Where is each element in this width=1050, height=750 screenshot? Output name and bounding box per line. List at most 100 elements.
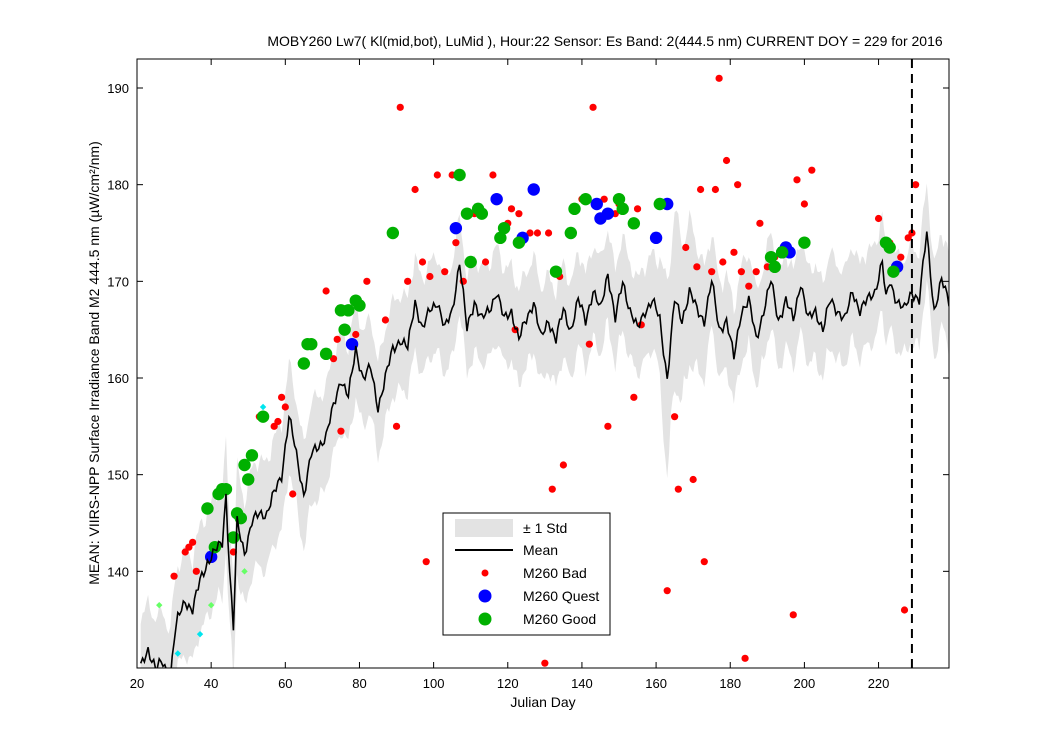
x-tick-label: 100 — [423, 676, 445, 691]
bad-point — [674, 485, 682, 493]
good-point — [245, 449, 259, 462]
bad-point — [711, 185, 720, 194]
diamond-point — [196, 630, 204, 638]
y-tick-label: 180 — [107, 178, 129, 193]
y-tick-label: 190 — [107, 81, 129, 96]
good-point — [238, 458, 251, 472]
diamond-point — [207, 601, 215, 609]
y-tick-label: 150 — [107, 468, 129, 483]
diamond-point — [174, 650, 181, 657]
good-point — [297, 357, 311, 370]
bad-point — [533, 229, 542, 237]
bad-point — [912, 181, 920, 189]
good-point — [653, 197, 666, 211]
good-point — [453, 168, 466, 182]
diamond-point — [259, 403, 267, 411]
good-point — [227, 531, 240, 544]
quest-point — [601, 207, 615, 220]
bad-point — [793, 176, 801, 184]
good-point — [497, 221, 511, 235]
x-tick-label: 180 — [719, 676, 741, 691]
good-point — [460, 207, 474, 220]
bad-point — [396, 103, 404, 111]
bad-point — [433, 171, 441, 179]
bad-point — [689, 475, 697, 484]
x-tick-label: 200 — [794, 676, 816, 691]
bad-point — [682, 243, 690, 252]
y-axis-ticks: 140 150 160 170 180 190 — [107, 81, 949, 579]
legend: ± 1 Std Mean M260 Bad M260 Quest M260 Go… — [442, 512, 611, 636]
mean-line — [139, 231, 949, 668]
plot-area — [139, 59, 949, 668]
bad-point — [507, 205, 516, 213]
axes-frame — [136, 58, 950, 669]
quest-point — [527, 183, 540, 196]
bad-point — [281, 403, 289, 411]
good-point — [549, 265, 563, 278]
x-axis-label: Julian Day — [510, 694, 575, 710]
diamond-point — [241, 568, 248, 575]
x-axis-ticks: 20 40 60 80 100 120 140 160 180 200 220 — [130, 59, 890, 691]
bad-point — [422, 558, 430, 566]
chart-title: MOBY260 Lw7( Kl(mid,bot), LuMid ), Hour:… — [267, 33, 942, 49]
bad-point — [630, 393, 638, 401]
good-point — [887, 265, 900, 278]
bad-point — [544, 229, 553, 237]
bad-point — [663, 587, 671, 595]
good-point — [616, 202, 629, 216]
good-point — [494, 231, 507, 245]
x-tick-label: 60 — [278, 676, 292, 691]
good-point — [353, 299, 366, 312]
good-point — [305, 337, 318, 351]
legend-bad-marker — [481, 569, 489, 577]
good-point — [768, 260, 781, 274]
bad-point — [789, 611, 797, 619]
good-point — [464, 255, 477, 269]
bad-point — [515, 210, 523, 218]
bad-point — [633, 205, 642, 213]
quest-point — [590, 197, 603, 211]
bad-point — [700, 558, 708, 566]
bad-point — [404, 277, 412, 285]
good-point — [512, 236, 526, 249]
legend-std-swatch — [455, 519, 513, 537]
x-tick-label: 160 — [645, 676, 667, 691]
bad-point — [289, 490, 297, 498]
bad-point — [604, 422, 612, 430]
bad-point — [800, 200, 808, 208]
bad-point — [489, 171, 497, 179]
bad-point — [715, 74, 723, 82]
bad-point — [559, 461, 567, 469]
good-point — [319, 347, 333, 361]
bad-point — [274, 417, 282, 426]
scatter-points — [156, 74, 920, 667]
bad-point — [719, 258, 727, 266]
bad-point — [333, 335, 341, 343]
good-point — [798, 236, 811, 249]
x-tick-label: 80 — [352, 676, 366, 691]
bad-point — [808, 166, 816, 174]
good-point — [386, 226, 400, 240]
good-point — [612, 192, 626, 206]
x-tick-label: 220 — [868, 676, 890, 691]
bad-point — [671, 413, 679, 421]
bad-point — [585, 340, 593, 348]
bad-point — [337, 427, 345, 435]
bad-point — [541, 659, 549, 667]
bad-point — [322, 287, 330, 295]
bad-point — [734, 181, 742, 189]
good-point — [219, 482, 233, 496]
y-tick-label: 160 — [107, 371, 129, 386]
bad-point — [170, 572, 178, 580]
y-axis-label: MEAN: VIIRS-NPP Surface Irradiance Band … — [86, 141, 102, 585]
x-tick-label: 140 — [571, 676, 593, 691]
bad-point — [548, 485, 556, 493]
x-tick-label: 120 — [497, 676, 519, 691]
good-point — [568, 202, 581, 216]
quest-point — [490, 192, 503, 206]
bad-point — [189, 538, 197, 546]
legend-good-label: M260 Good — [523, 611, 596, 627]
bad-point — [693, 263, 701, 271]
good-point — [775, 246, 789, 259]
legend-good-marker — [478, 612, 492, 626]
